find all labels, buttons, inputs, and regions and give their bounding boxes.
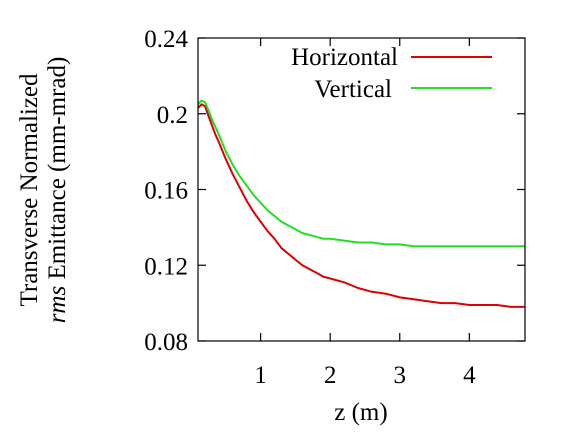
legend: Horizontal Vertical <box>291 44 492 103</box>
y-axis-label-emittance: Emittance (mm-mrad) <box>44 57 71 286</box>
y-axis-label-rms: rms <box>44 286 71 324</box>
y-axis-label-line2: rms Emittance (mm-mrad) <box>44 57 71 324</box>
legend-label-horizontal: Horizontal <box>291 44 398 71</box>
y-tick-label: 0.08 <box>144 329 188 356</box>
x-tick-label: 1 <box>254 362 267 389</box>
series-line-vertical <box>197 99 525 248</box>
y-tick-label: 0.12 <box>144 253 188 280</box>
series-line-horizontal <box>197 103 525 308</box>
y-tick-label: 0.24 <box>144 26 188 53</box>
plot-frame <box>197 37 526 342</box>
legend-label-vertical: Vertical <box>314 76 392 103</box>
y-axis-label-group: Transverse Normalized rms Emittance (mm-… <box>16 57 71 324</box>
y-tick-label: 0.2 <box>157 102 188 129</box>
x-tick-label: 2 <box>324 362 337 389</box>
x-axis-label: z (m) <box>334 399 387 426</box>
y-tick-label: 0.16 <box>144 178 188 205</box>
ticks-layer: 0.08 0.12 0.16 0.2 0.24 1 2 3 4 <box>144 26 525 389</box>
x-tick-label: 4 <box>463 362 476 389</box>
series-layer <box>197 99 525 308</box>
x-tick-label: 3 <box>394 362 407 389</box>
y-axis-label-line1: Transverse Normalized <box>16 73 43 307</box>
